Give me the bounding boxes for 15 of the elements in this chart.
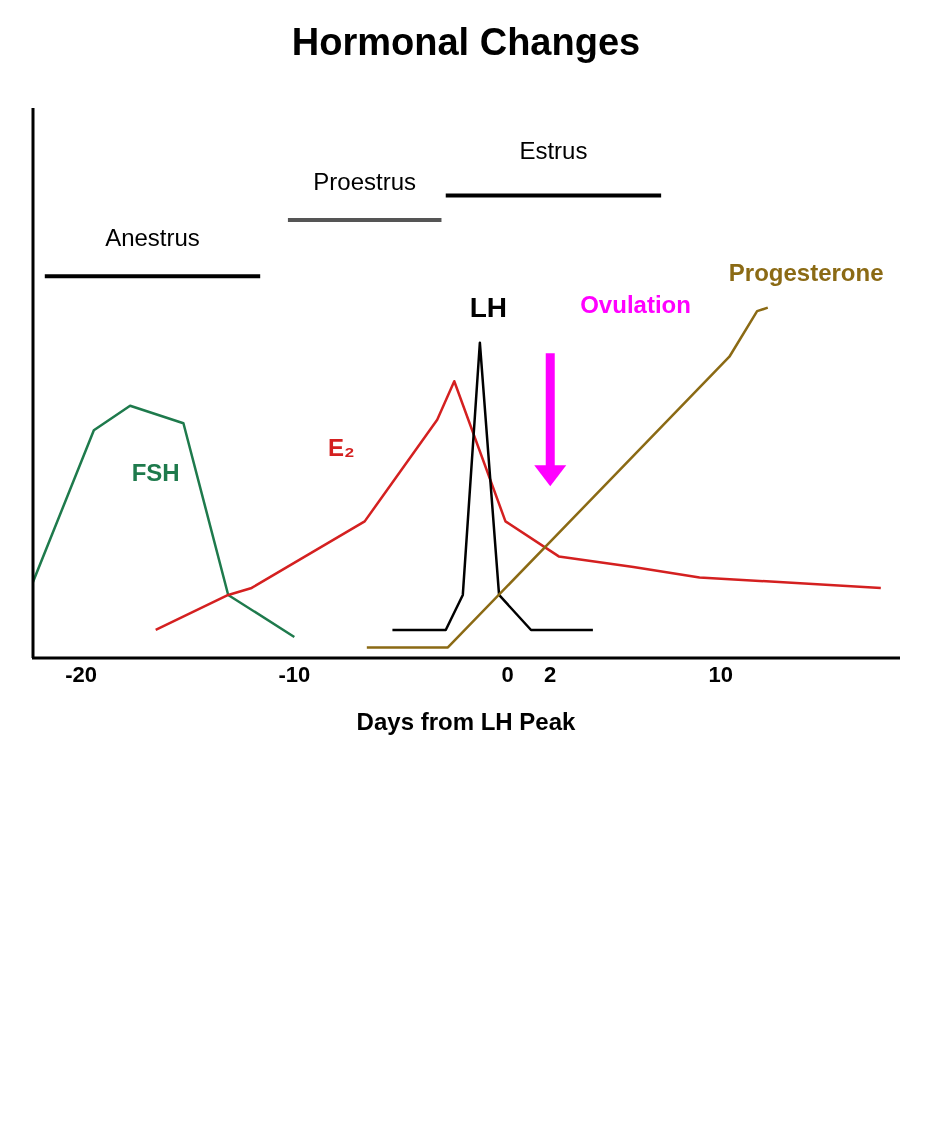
x-tick-label: -20 bbox=[65, 661, 97, 687]
x-tick-label: 10 bbox=[708, 661, 734, 687]
x-axis-title: Days from LH Peak bbox=[356, 708, 577, 735]
x-tick-label: 0 bbox=[501, 661, 514, 687]
series-label: E₂ bbox=[327, 434, 355, 462]
series-label: LH bbox=[469, 292, 508, 324]
x-tick-label: 2 bbox=[544, 661, 557, 687]
text: Anestrus bbox=[105, 224, 200, 252]
annotation: Ovulation bbox=[580, 290, 691, 318]
series-label: Progesterone bbox=[728, 259, 884, 287]
text: Proestrus bbox=[313, 168, 417, 196]
chart-title: Hormonal Changes bbox=[291, 21, 641, 63]
series-label: FSH bbox=[131, 458, 180, 486]
x-tick-label: -10 bbox=[278, 661, 311, 687]
text: Estrus bbox=[519, 136, 588, 164]
